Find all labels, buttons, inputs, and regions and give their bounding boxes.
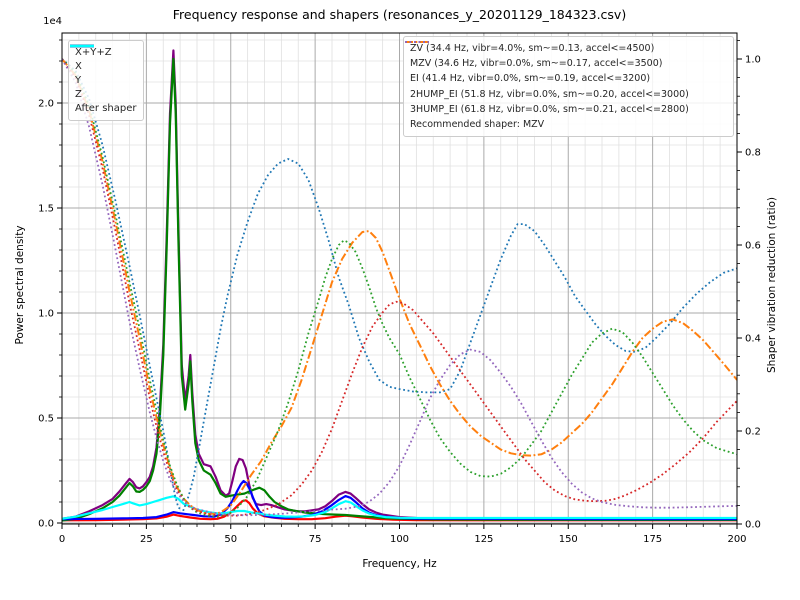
y-left-tick-label: 0.5 <box>38 414 54 425</box>
x-tick-label: 100 <box>390 534 409 545</box>
legend-swatch-solid-line <box>404 37 430 47</box>
x-tick-label: 175 <box>643 534 662 545</box>
legend-item-x: X <box>70 44 137 73</box>
x-tick-label: 0 <box>59 534 65 545</box>
legend-psd: X+Y+Z X Y Z After shaper <box>68 40 144 121</box>
legend-item-zv: ZV (34.4 Hz, vibr=4.0%, sm~=0.13, accel<… <box>405 41 727 56</box>
legend-shapers: ZV (34.4 Hz, vibr=4.0%, sm~=0.13, accel<… <box>403 36 734 138</box>
legend-item-y: Y <box>70 44 137 87</box>
legend-item-label: EI (41.4 Hz, vibr=0.0%, sm~=0.19, accel<… <box>410 73 651 85</box>
series-group <box>62 49 737 522</box>
legend-item-label: X <box>75 60 82 72</box>
legend-item-recommended-shaper: Recommended shaper: MZV <box>410 117 727 132</box>
legend-item-ei: EI (41.4 Hz, vibr=0.0%, sm~=0.19, accel<… <box>405 41 727 86</box>
series-x-y-z-line <box>62 49 737 520</box>
legend-item-after-shaper: After shaper <box>70 44 137 115</box>
legend-item-3hump-ei: 3HUMP_EI (61.8 Hz, vibr=0.0%, sm~=0.21, … <box>405 41 727 117</box>
x-tick-label: 25 <box>140 534 153 545</box>
series-zv-line <box>62 58 737 512</box>
series-after-shaper-line <box>62 495 737 520</box>
series-x-line <box>62 499 737 522</box>
x-tick-label: 125 <box>474 534 493 545</box>
legend-item-label: ZV (34.4 Hz, vibr=4.0%, sm~=0.13, accel<… <box>410 43 655 55</box>
legend-item-label: Z <box>75 88 82 100</box>
x-tick-label: 150 <box>559 534 578 545</box>
legend-item-label: After shaper <box>75 102 137 114</box>
chart-title: Frequency response and shapers (resonanc… <box>172 7 627 22</box>
y-axis-right-label: Shaper vibration reduction (ratio) <box>766 196 778 373</box>
legend-item-label: 2HUMP_EI (51.8 Hz, vibr=0.0%, sm~=0.20, … <box>410 88 689 100</box>
y-right-tick-label: 0.4 <box>745 334 761 345</box>
y-right-tick-label: 0.0 <box>745 520 761 531</box>
x-tick-label: 200 <box>727 534 746 545</box>
legend-item-2hump-ei: 2HUMP_EI (51.8 Hz, vibr=0.0%, sm~=0.20, … <box>405 41 727 102</box>
y-left-tick-label: 0.0 <box>38 519 54 530</box>
y-right-tick-label: 0.2 <box>745 427 761 438</box>
series-y-line <box>62 57 737 522</box>
legend-item-mzv: MZV (34.6 Hz, vibr=0.0%, sm~=0.17, accel… <box>405 41 727 71</box>
y-axis-offset-text: 1e4 <box>43 16 62 27</box>
legend-item-label: MZV (34.6 Hz, vibr=0.0%, sm~=0.17, accel… <box>410 58 663 70</box>
y-right-tick-label: 0.6 <box>745 241 761 252</box>
series-mzv-line <box>62 58 737 515</box>
y-right-tick-label: 0.8 <box>745 148 761 159</box>
legend-swatch-solid-line <box>70 44 94 48</box>
y-axis-left-label: Power spectral density <box>14 224 26 345</box>
y-right-tick-label: 1.0 <box>745 55 761 66</box>
y-left-tick-label: 2.0 <box>38 99 54 110</box>
legend-item-label: Y <box>75 74 82 86</box>
x-tick-label: 75 <box>309 534 322 545</box>
series-2hump-ei-line <box>62 58 737 517</box>
series-3hump-ei-line <box>62 58 737 517</box>
legend-swatch-dashdot-line <box>405 41 429 43</box>
y-left-tick-label: 1.0 <box>38 309 54 320</box>
x-axis-label: Frequency, Hz <box>362 558 437 570</box>
legend-item-label: Recommended shaper: MZV <box>410 119 545 131</box>
y-left-tick-label: 1.5 <box>38 204 54 215</box>
x-tick-label: 50 <box>224 534 237 545</box>
legend-item-label: X+Y+Z <box>75 46 112 58</box>
legend-item-label: 3HUMP_EI (61.8 Hz, vibr=0.0%, sm~=0.21, … <box>410 103 689 115</box>
legend-item-z: Z <box>70 44 137 101</box>
